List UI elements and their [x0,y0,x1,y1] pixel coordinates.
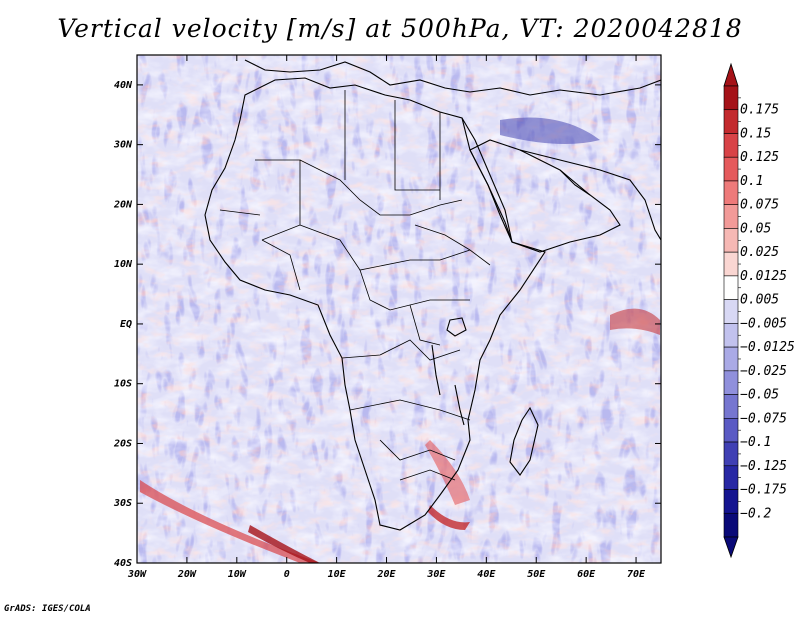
x-axis: 30W 20W 10W 0 10E 20E 30E 40E 50E 60E 70E [127,55,646,580]
y-tick-label: 30S [113,498,132,509]
chart-title: Vertical velocity [m/s] at 500hPa, VT: 2… [57,14,743,43]
colorbar-label: −0.075 [740,411,787,426]
colorbar-label: 0.005 [740,293,779,308]
colorbar: 0.175 0.15 0.125 0.1 0.075 0.05 0.025 0.0125 0.0… [723,62,795,559]
asia-coastline [519,149,661,241]
x-tick-label: 70E [627,569,646,580]
colorbar-bottom-arrow [723,536,739,559]
colorbar-top-arrow [723,62,739,87]
colorbar-swatch [723,109,739,134]
colorbar-label: −0.0125 [740,340,795,355]
y-tick-label: 10S [114,379,132,390]
colorbar-swatch [723,512,739,538]
colorbar-swatch [723,228,739,253]
colorbar-swatch [723,465,739,490]
y-tick-label: 20N [113,199,133,210]
colorbar-swatch [723,156,739,182]
y-tick-label: 40S [114,558,132,569]
colorbar-swatch [723,251,739,277]
colorbar-label: −0.2 [740,506,771,521]
colorbar-swatch [723,418,739,443]
arabia-outline [469,139,621,253]
coastline-layer [204,59,661,531]
y-tick-label: EQ [120,319,132,330]
plot-frame [136,54,662,564]
colorbar-label: −0.005 [740,316,787,331]
colorbar-label: −0.1 [740,435,771,450]
colorbar-swatch [723,323,739,348]
x-tick-label: 20W [177,569,197,580]
lake-malawi [454,384,465,426]
colorbar-label: 0.175 [740,103,779,118]
colorbar-label: 0.125 [740,150,779,165]
grads-credit: GrADS: IGES/COLA [4,604,91,614]
colorbar-label: 0.075 [740,198,779,213]
colorbar-swatch [723,370,739,395]
x-tick-label: 60E [577,569,596,580]
colorbar-swatch [723,180,739,205]
y-axis: 40N 30N 20N 10N EQ 10S 20S 30S 40S [113,80,661,569]
colorbar-swatch [723,441,739,467]
colorbar-swatch [723,275,739,300]
colorbar-swatch [723,85,739,111]
x-tick-label: 10W [228,569,247,580]
colorbar-swatch [723,299,739,324]
colorbar-swatch [723,133,739,158]
colorbar-label: 0.025 [740,245,779,260]
colorbar-label: 0.0125 [740,269,787,284]
x-tick-label: 50E [527,569,546,580]
x-tick-label: 10E [328,569,347,580]
x-tick-label: 30W [127,569,147,580]
colorbar-label: −0.125 [740,459,787,474]
y-tick-label: 10N [114,259,133,270]
x-tick-label: 40E [477,569,496,580]
colorbar-swatch [723,489,739,514]
x-tick-label: 30E [426,569,446,580]
lake-tanganyika [431,344,441,396]
lake-victoria [446,317,467,337]
colorbar-label: −0.025 [740,364,787,379]
y-tick-label: 20S [113,438,132,449]
colorbar-swatch [723,204,739,229]
colorbar-label: 0.15 [740,126,771,141]
colorbar-swatch [723,394,739,419]
y-tick-label: 30N [113,140,133,151]
velocity-field [137,55,661,563]
colorbar-label: 0.05 [740,221,771,236]
colorbar-label: −0.175 [740,483,787,498]
colorbar-label: 0.1 [740,174,763,189]
x-tick-label: 0 [284,569,290,580]
madagascar-outline [509,406,539,476]
map-figure: 30W 20W 10W 0 10E 20E 30E 40E 50E 60E 70E 40N 30N 20… [113,54,795,580]
y-tick-label: 40N [114,80,133,91]
colorbar-swatch [723,346,739,372]
colorbar-label: −0.05 [740,388,779,403]
africa-coastline [204,77,546,531]
europe-coastline [244,59,661,96]
x-tick-label: 20E [376,569,396,580]
